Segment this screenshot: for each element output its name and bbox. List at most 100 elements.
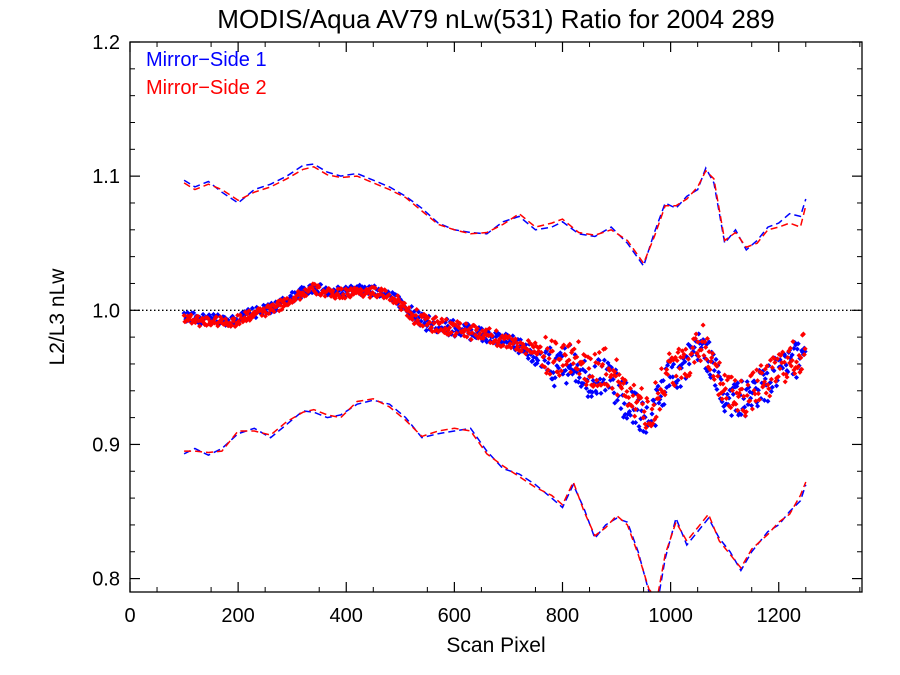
data-point (739, 386, 745, 392)
data-point (313, 291, 319, 297)
lower-bound-line-mirror-side-1 (183, 399, 807, 592)
data-point (551, 358, 557, 364)
data-point (219, 316, 225, 322)
data-point (231, 316, 237, 322)
data-point (236, 321, 242, 327)
data-point (722, 408, 728, 414)
data-point (720, 381, 726, 387)
data-point (383, 288, 389, 294)
data-point (563, 380, 569, 386)
data-point (738, 378, 744, 384)
data-point (763, 390, 769, 396)
data-point (631, 382, 637, 388)
data-point (575, 339, 582, 345)
legend-entry-mirror-side-1: Mirror−Side 1 (146, 49, 267, 71)
data-point (686, 361, 692, 367)
data-point (525, 355, 531, 361)
data-point (711, 367, 717, 374)
data-point (414, 306, 420, 313)
data-point (413, 312, 419, 318)
data-point (425, 315, 431, 321)
data-point (629, 403, 635, 410)
data-point (215, 323, 221, 329)
data-point (543, 334, 549, 340)
data-point (406, 305, 412, 311)
data-point (704, 336, 710, 342)
data-point (603, 371, 609, 377)
data-point (582, 369, 588, 375)
data-point (404, 313, 410, 319)
data-point (297, 296, 303, 302)
x-tick-label: 600 (438, 605, 471, 627)
data-point (611, 390, 617, 396)
data-point (271, 309, 277, 315)
data-point (782, 379, 788, 385)
data-point (316, 284, 322, 290)
data-point (655, 390, 661, 396)
y-tick-label: 1.0 (92, 300, 120, 322)
data-point (774, 383, 780, 389)
data-point (761, 379, 768, 385)
data-point (443, 316, 449, 322)
data-point (410, 312, 416, 318)
data-point (619, 385, 625, 391)
data-point (463, 321, 469, 327)
data-point (570, 360, 576, 367)
data-point (266, 311, 272, 317)
data-point (464, 334, 470, 340)
data-point (571, 346, 577, 352)
data-point (409, 316, 415, 323)
data-point (246, 308, 252, 314)
data-point (508, 345, 514, 351)
data-point (556, 372, 563, 378)
y-tick-label: 0.9 (92, 434, 120, 456)
data-point (456, 325, 462, 331)
data-point (372, 285, 378, 291)
data-point (469, 330, 475, 336)
data-point (195, 313, 201, 319)
data-point (592, 363, 598, 369)
data-point (643, 429, 649, 436)
data-point (576, 375, 582, 381)
data-point (408, 310, 414, 316)
data-point (755, 403, 761, 409)
data-point (733, 401, 739, 407)
data-point (633, 406, 639, 412)
data-point (771, 355, 777, 361)
data-point (284, 295, 290, 301)
data-point (592, 351, 598, 357)
data-point (759, 370, 765, 376)
data-point (518, 348, 524, 354)
data-point (795, 363, 801, 370)
data-point (651, 402, 657, 408)
data-point (657, 406, 663, 412)
data-point (584, 378, 590, 385)
lower-bound-line-mirror-side-2 (184, 398, 807, 592)
data-point (719, 399, 725, 405)
data-point (574, 354, 580, 360)
y-tick-label: 0.8 (92, 569, 120, 591)
data-point (747, 398, 753, 404)
data-point (729, 374, 735, 380)
x-tick-label: 800 (546, 605, 579, 627)
data-point (633, 420, 639, 426)
data-point (729, 387, 736, 394)
data-point (517, 337, 524, 343)
data-point (558, 368, 564, 374)
upper-bound-line-mirror-side-2 (183, 165, 807, 265)
x-tick-label: 1000 (648, 605, 693, 627)
plot-frame (129, 41, 863, 593)
data-point (751, 387, 757, 393)
data-point (662, 392, 668, 398)
data-point (551, 383, 557, 389)
data-point (624, 388, 630, 395)
data-point (448, 329, 454, 336)
data-point (607, 367, 613, 374)
data-point (744, 392, 750, 399)
data-point (741, 393, 747, 399)
data-point (192, 320, 198, 326)
data-point (249, 305, 255, 311)
data-point (682, 359, 688, 365)
data-point (598, 390, 604, 396)
